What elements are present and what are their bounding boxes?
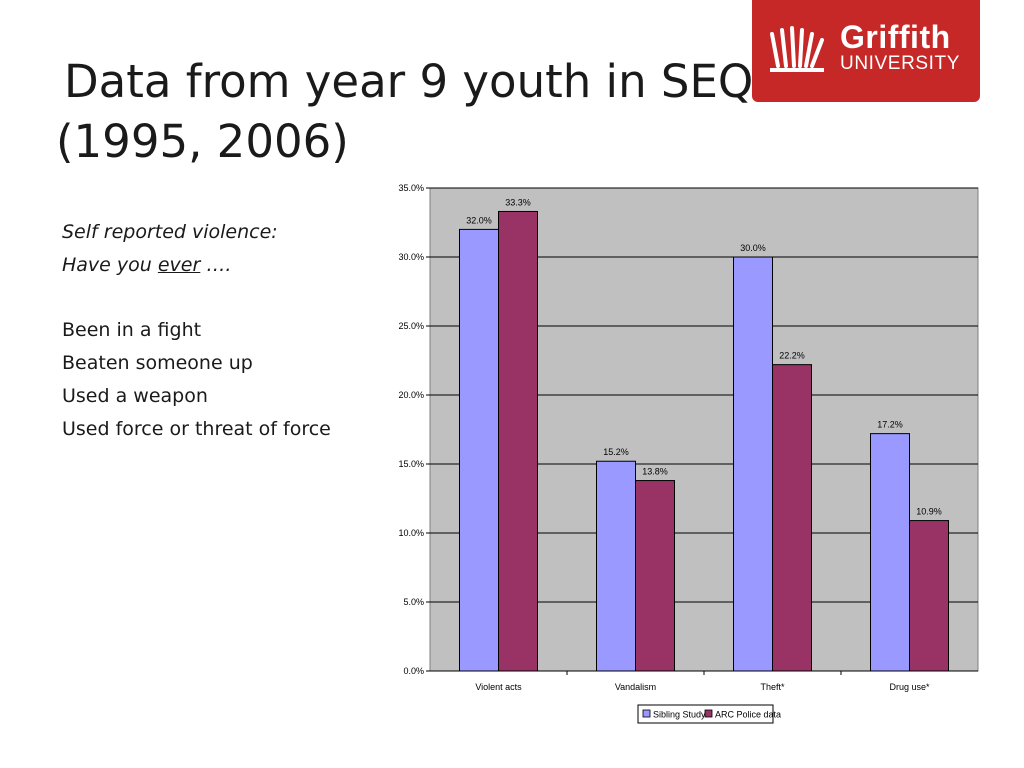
logo-subtitle: UNIVERSITY — [840, 53, 961, 74]
legend-label: ARC Police data — [715, 710, 781, 720]
logo-name: Griffith — [840, 19, 951, 55]
bar — [870, 433, 910, 672]
data-label: 22.2% — [779, 351, 805, 361]
slide-title-line-1: Data from year 9 youth in SEQ — [64, 55, 754, 108]
list-item: Used force or threat of force — [62, 418, 331, 440]
violence-heading: Self reported violence: — [62, 221, 278, 243]
list-item: Beaten someone up — [62, 352, 253, 374]
bar — [909, 520, 949, 672]
x-tick-label: Vandalism — [615, 682, 656, 692]
data-label: 33.3% — [505, 197, 531, 207]
bar — [772, 364, 812, 672]
y-tick-label: 5.0% — [403, 597, 424, 607]
slide-title-line-2: (1995, 2006) — [56, 115, 349, 168]
legend-swatch — [642, 709, 651, 718]
data-label: 10.9% — [916, 507, 942, 517]
griffith-university-logo: Griffith UNIVERSITY — [752, 0, 980, 102]
data-label: 32.0% — [466, 215, 492, 225]
slide-title: Data from year 9 youth in SEQ (1995, 200… — [56, 52, 776, 172]
bar-chart: 0.0% 5.0% 10.0% 15.0% 20.0% 25.0% 30.0% 35.0% Vi… — [398, 183, 979, 724]
data-label: 17.2% — [877, 420, 903, 430]
list-item: Been in a fight — [62, 319, 202, 341]
x-tick-label: Theft* — [760, 682, 785, 692]
y-tick-label: 15.0% — [398, 459, 424, 469]
bar — [635, 480, 675, 672]
left-text-panel: Self reported violence: Have you ever ….… — [62, 218, 331, 448]
x-tick-label: Drug use* — [889, 682, 930, 692]
bar — [459, 228, 499, 672]
griffith-crest-icon — [770, 26, 824, 72]
bar — [498, 210, 538, 672]
y-tick-label: 25.0% — [398, 321, 424, 331]
question-prefix: Have you — [62, 254, 158, 276]
y-tick-label: 20.0% — [398, 390, 424, 400]
data-label: 13.8% — [642, 467, 668, 477]
data-label: 30.0% — [740, 243, 766, 253]
y-tick-label: 30.0% — [398, 252, 424, 262]
bar — [733, 256, 773, 672]
data-label: 15.2% — [603, 447, 629, 457]
y-tick-label: 0.0% — [403, 666, 424, 676]
question-line: Have you ever …. — [62, 251, 331, 284]
question-emphasis: ever — [157, 254, 201, 276]
legend-label: Sibling Study — [653, 710, 706, 720]
y-tick-label: 35.0% — [398, 183, 424, 193]
bar — [596, 460, 636, 672]
x-tick-label: Violent acts — [475, 682, 522, 692]
question-suffix: …. — [200, 254, 232, 276]
legend-swatch — [704, 709, 713, 718]
y-tick-label: 10.0% — [398, 528, 424, 538]
list-item: Used a weapon — [62, 385, 208, 407]
